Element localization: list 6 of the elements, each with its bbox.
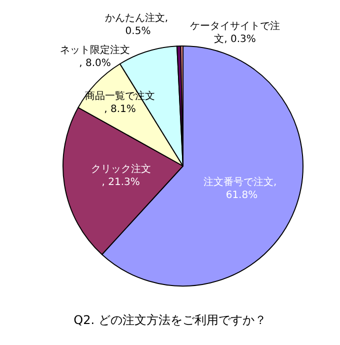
slice-label: クリック注文, 21.3% [90, 163, 151, 188]
slice-label: ネット限定注文, 8.0% [60, 44, 130, 69]
slice-label: 注文番号で注文, 61.8% [204, 176, 280, 201]
slice-label: かんたん注文, 0.5% [104, 12, 172, 37]
slice-label: ケータイサイトで注文, 0.3% [190, 20, 280, 45]
text: Q2. どの注文方法をご利用ですか？ [74, 313, 266, 327]
